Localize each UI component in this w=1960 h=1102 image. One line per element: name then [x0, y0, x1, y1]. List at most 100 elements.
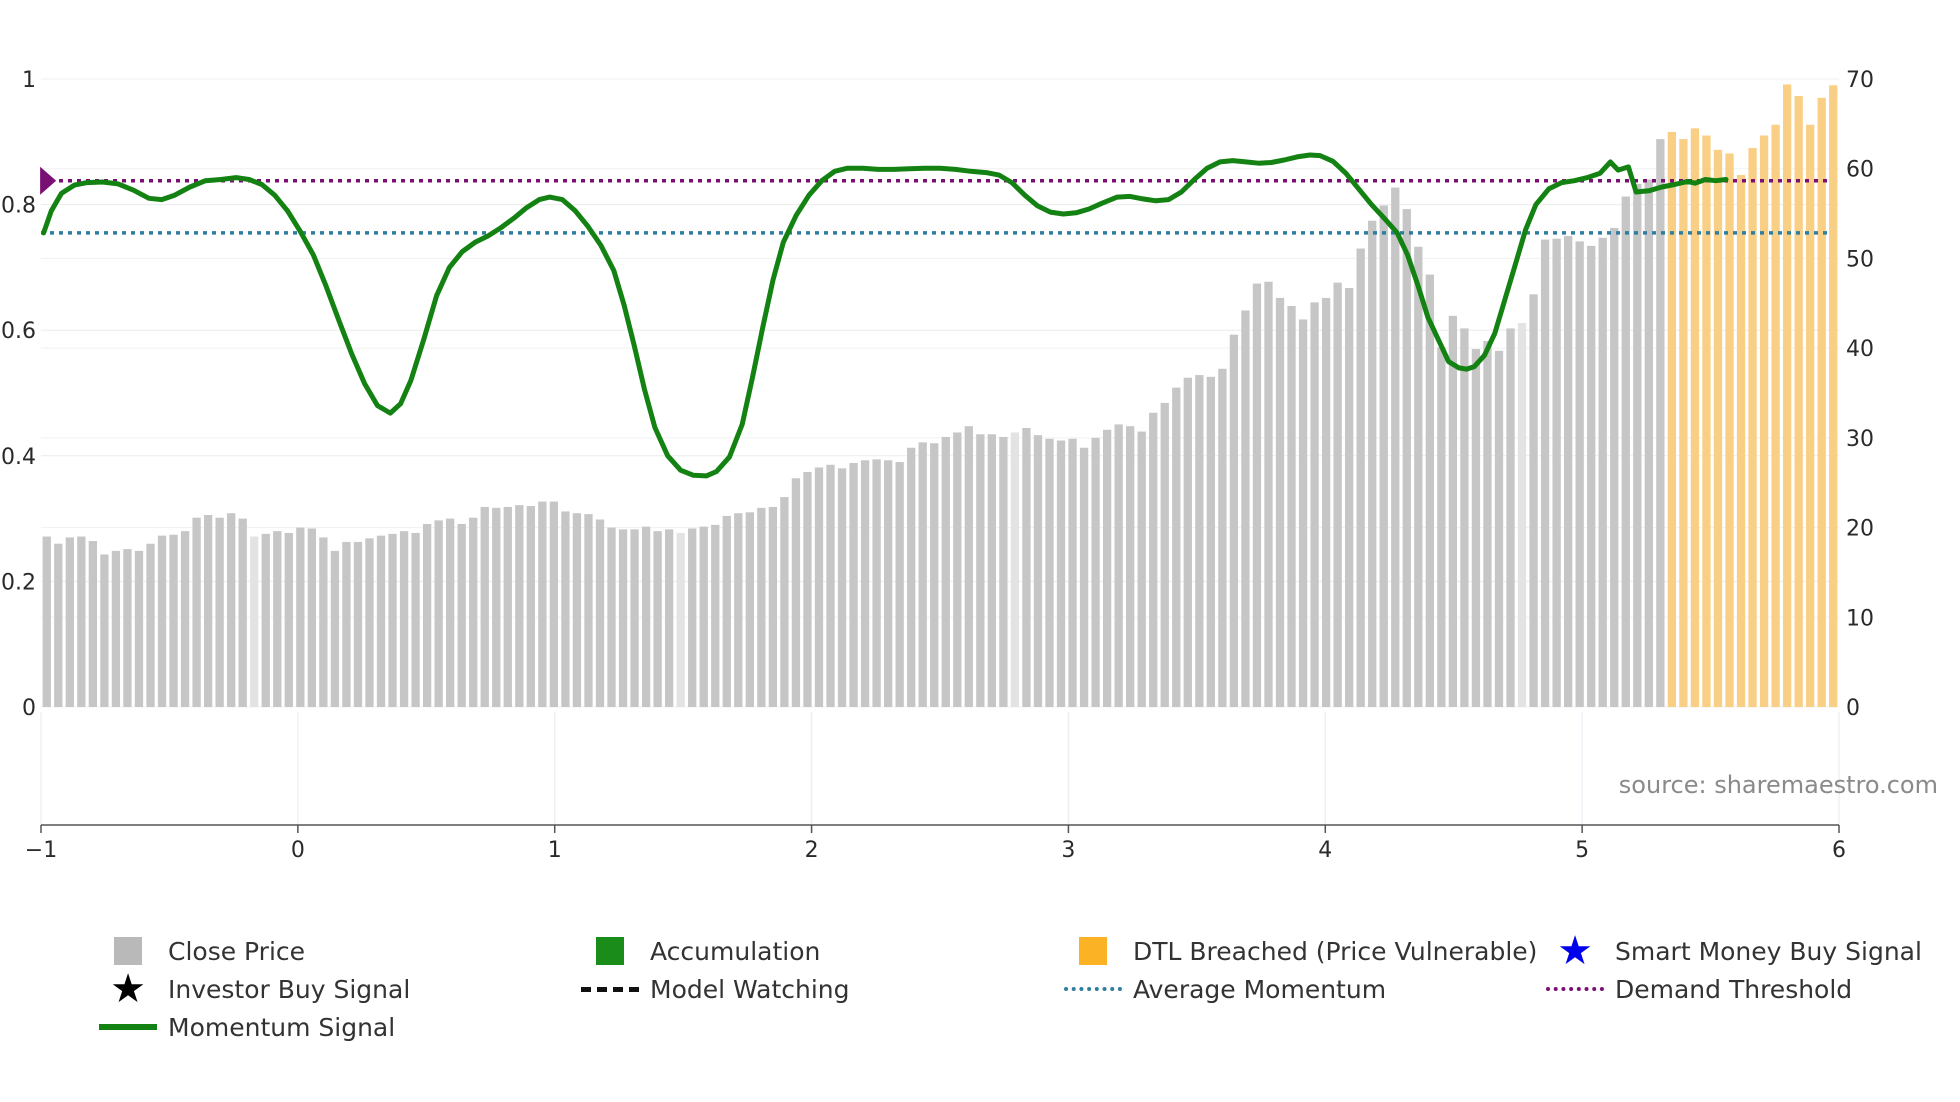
close-price-bar: [976, 434, 985, 707]
close-price-bar: [1690, 128, 1700, 708]
close-price-bar: [1437, 347, 1446, 707]
close-price-bar: [492, 507, 501, 707]
close-price-bar: [100, 554, 109, 707]
close-price-bar: [849, 462, 858, 707]
close-price-bar: [1725, 153, 1734, 707]
close-price-bar: [1022, 427, 1031, 707]
close-price-bar: [1206, 376, 1216, 707]
right-axis-tick-label: 20: [1846, 517, 1874, 542]
close-price-bar: [503, 506, 512, 707]
close-price-bar: [1114, 424, 1123, 707]
reference-lines: [41, 178, 1829, 235]
close-price-bar: [1575, 241, 1584, 707]
close-price-bar: [526, 506, 535, 707]
x-axis-tick-label: −1: [25, 838, 57, 863]
close-price-bar: [860, 460, 870, 707]
close-price-bar: [1287, 305, 1296, 707]
close-price-bar: [1610, 227, 1619, 707]
close-price-bar: [1368, 220, 1377, 707]
x-axis-tick-label: 1: [548, 838, 562, 863]
close-price-bar: [768, 506, 778, 707]
x-axis-tick-label: 6: [1832, 838, 1846, 863]
close-price-bar: [1563, 236, 1573, 707]
close-price-bar: [814, 467, 824, 707]
x-axis-tick-label: 0: [291, 838, 305, 863]
x-axis-tick-label: 2: [805, 838, 819, 863]
close-price-bar: [284, 532, 293, 707]
close-price-bar: [123, 549, 132, 707]
close-price-bar: [664, 529, 674, 707]
close-price-bar: [1794, 96, 1803, 707]
close-price-bar: [65, 537, 74, 707]
close-price-bar: [1621, 196, 1630, 708]
close-price-bar: [803, 471, 812, 707]
close-price-bar: [561, 511, 570, 707]
x-axis-tick-label: 5: [1575, 838, 1589, 863]
close-price-bar: [1598, 237, 1607, 707]
close-price-bar: [734, 513, 743, 707]
close-price-bar: [1414, 246, 1423, 707]
close-price-bar: [261, 533, 270, 707]
close-price-bar: [1068, 438, 1077, 707]
close-price-bar: [1540, 239, 1550, 708]
close-price-bar: [1298, 319, 1308, 707]
close-price-bar: [1102, 429, 1112, 707]
close-price-bar: [1633, 183, 1642, 708]
close-price-bar: [111, 550, 121, 707]
close-price-bar: [434, 520, 443, 707]
close-price-bar: [1045, 438, 1054, 707]
close-price-bar: [1817, 97, 1826, 708]
close-price-bar: [1391, 187, 1400, 707]
smart-money-marker: [40, 166, 57, 195]
close-price-bar: [1667, 131, 1677, 708]
close-price-bar: [1460, 328, 1469, 707]
close-price-bar: [930, 443, 939, 707]
close-price-bar: [757, 507, 766, 707]
close-price-bar: [250, 536, 259, 707]
close-price-bar: [826, 464, 835, 707]
close-price-bar: [446, 518, 455, 707]
close-price-bar: [999, 436, 1008, 707]
close-price-bar: [1517, 323, 1527, 707]
source-watermark: source: sharemaestro.com: [1619, 771, 1938, 799]
right-axis-tick-label: 30: [1846, 427, 1874, 452]
close-price-bar: [711, 524, 720, 707]
close-price-bar: [1644, 179, 1653, 708]
close-price-bars: [42, 84, 1838, 708]
close-price-bar: [307, 528, 317, 707]
close-price-bar: [1552, 238, 1561, 708]
left-axis-tick-label: 0.6: [1, 319, 36, 344]
left-axis-tick-label: 1: [22, 68, 36, 93]
close-price-bar: [1160, 402, 1169, 707]
close-price-bar: [1126, 426, 1135, 707]
close-price-bar: [469, 517, 478, 707]
close-price-bar: [146, 543, 155, 707]
left-axis-tick-label: 0.2: [1, 570, 36, 595]
close-price-bar: [88, 541, 98, 707]
close-price-bar: [618, 529, 628, 707]
close-price-bar: [1506, 328, 1515, 707]
close-price-bar: [653, 531, 662, 707]
close-price-bar: [987, 434, 997, 707]
close-price-bar: [872, 459, 881, 707]
close-price-bar: [1333, 282, 1342, 707]
close-price-bar: [1345, 288, 1354, 707]
close-price-bar: [1587, 245, 1596, 707]
close-price-bar: [538, 501, 547, 707]
close-price-bar: [273, 531, 282, 707]
close-price-bar: [1494, 350, 1504, 707]
close-price-bar: [54, 543, 63, 707]
close-price-bar: [1471, 349, 1481, 707]
close-price-bar: [480, 506, 489, 707]
close-price-bar: [1356, 248, 1365, 707]
close-price-bar: [422, 523, 432, 707]
close-price-bar: [549, 501, 559, 707]
close-price-bar: [1425, 274, 1434, 707]
close-price-bar: [77, 536, 86, 707]
x-axis-tick-label: 4: [1318, 838, 1332, 863]
close-price-bar: [907, 447, 916, 707]
close-price-bar: [572, 513, 582, 707]
right-axis-tick-label: 50: [1846, 247, 1874, 272]
close-price-bar: [319, 537, 328, 707]
close-price-bar: [353, 541, 363, 707]
